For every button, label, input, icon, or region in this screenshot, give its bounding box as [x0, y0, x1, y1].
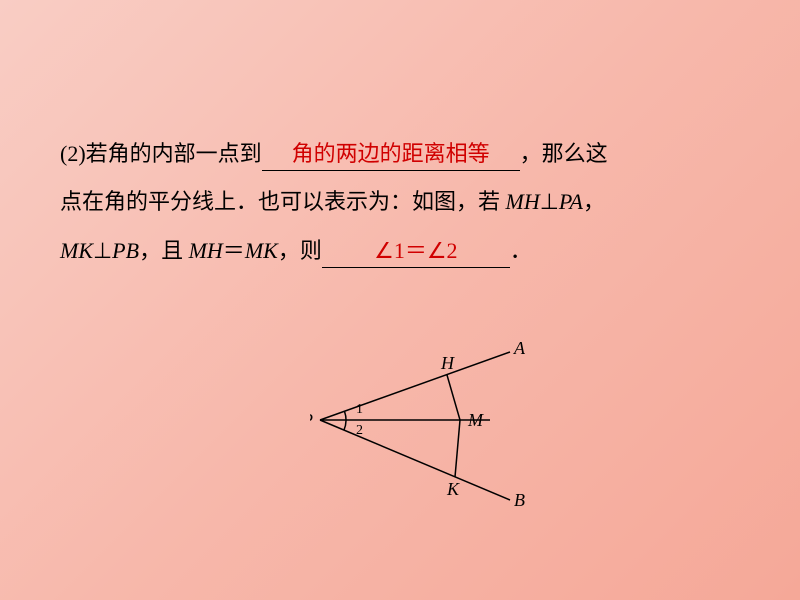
- sym-mh: MH: [506, 189, 540, 214]
- sym-perp2: ⊥: [93, 238, 112, 263]
- svg-text:2: 2: [356, 423, 363, 438]
- svg-text:P: P: [310, 410, 313, 430]
- para-lead: (2)若角的内部一点到: [60, 141, 262, 166]
- para-then: ，则: [278, 238, 322, 263]
- svg-text:B: B: [514, 490, 525, 510]
- para-t3: 点在角的平分线上．也可以表示为：如图，若: [60, 189, 506, 214]
- svg-text:M: M: [467, 410, 484, 430]
- sym-comma1: ，: [583, 189, 605, 214]
- para-t2: ，那么这: [520, 141, 608, 166]
- svg-text:H: H: [440, 353, 455, 373]
- sym-mh2: MH: [189, 238, 223, 263]
- period: ．: [510, 238, 532, 263]
- sym-eq: ＝: [223, 238, 245, 263]
- para-and: ，且: [139, 238, 189, 263]
- svg-text:K: K: [446, 479, 460, 499]
- sym-pb: PB: [112, 238, 139, 263]
- svg-text:1: 1: [356, 402, 363, 417]
- sym-pa: PA: [559, 189, 583, 214]
- sym-mk: MK: [60, 238, 93, 263]
- blank-1-answer: 角的两边的距离相等: [292, 141, 490, 166]
- geometry-diagram: P M A B H K 1 2: [310, 320, 550, 520]
- sym-mk2: MK: [245, 238, 278, 263]
- svg-text:A: A: [513, 338, 526, 358]
- blank-2-answer: ∠1＝∠2: [374, 238, 457, 263]
- sym-perp1: ⊥: [540, 189, 559, 214]
